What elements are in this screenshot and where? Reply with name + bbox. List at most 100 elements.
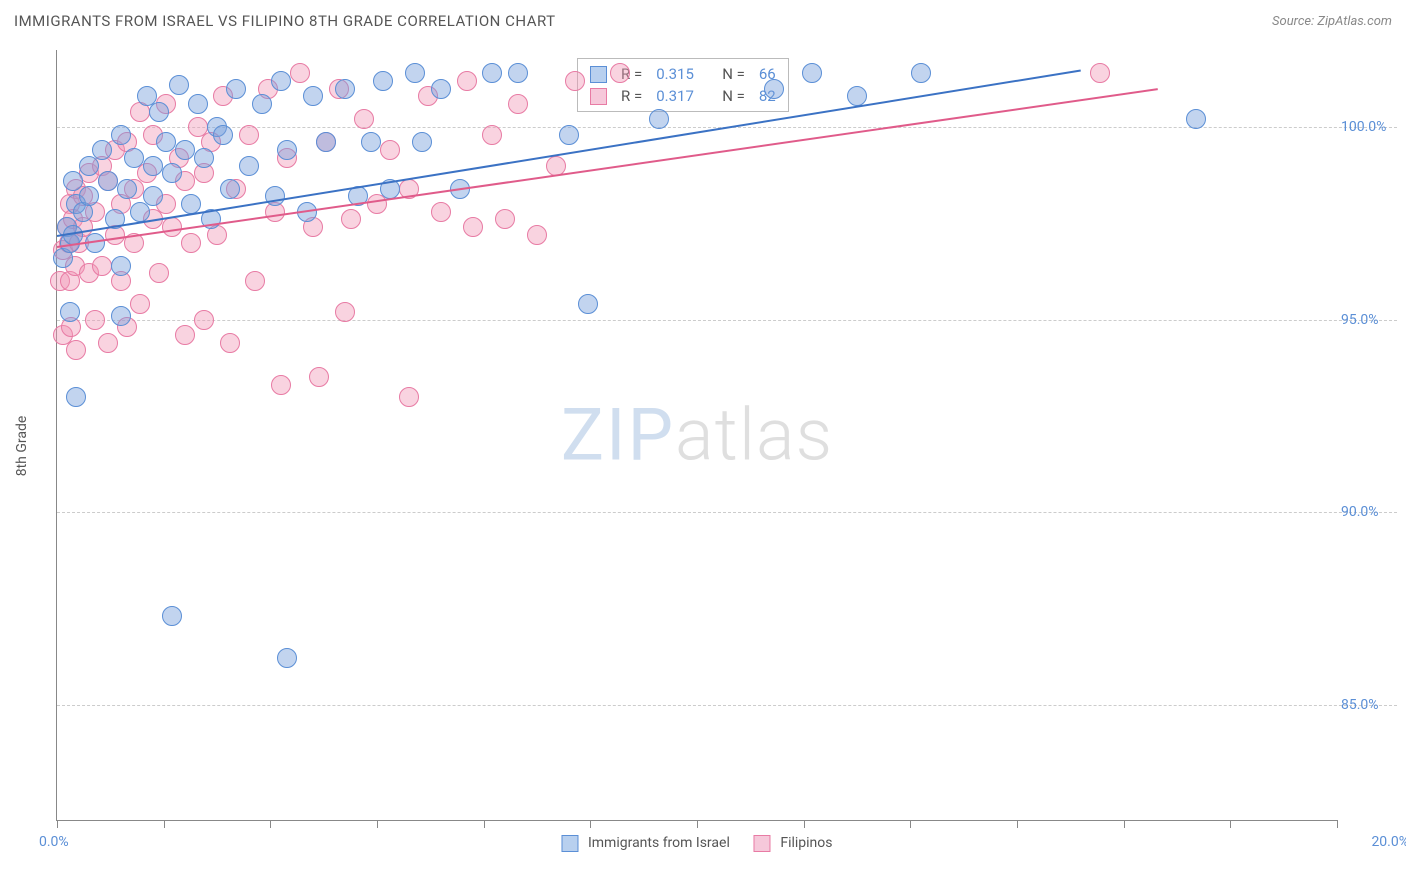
scatter-point: [98, 171, 118, 191]
x-tick: [484, 820, 485, 828]
scatter-point: [111, 125, 131, 145]
scatter-point: [149, 102, 169, 122]
scatter-point: [335, 302, 355, 322]
scatter-point: [463, 217, 483, 237]
r-label-b: R =: [621, 87, 642, 105]
swatch-b-icon: [754, 835, 771, 852]
legend-item-a: Immigrants from Israel: [561, 835, 729, 852]
legend-label-a: Immigrants from Israel: [588, 835, 730, 851]
scatter-point: [220, 333, 240, 353]
n-label-a: N =: [722, 65, 745, 83]
scatter-point: [361, 132, 381, 152]
scatter-point: [98, 333, 118, 353]
x-tick: [164, 820, 165, 828]
scatter-point: [92, 140, 112, 160]
scatter-point: [341, 209, 361, 229]
scatter-point: [309, 367, 329, 387]
scatter-point: [1090, 63, 1110, 83]
scatter-point: [431, 202, 451, 222]
scatter-point: [649, 109, 669, 129]
x-tick: [590, 820, 591, 828]
y-axis-label: 8th Grade: [14, 416, 30, 477]
scatter-point: [239, 156, 259, 176]
r-value-a: 0.315: [656, 65, 702, 83]
scatter-point: [194, 310, 214, 330]
scatter-point: [265, 186, 285, 206]
swatch-b-icon: [590, 88, 607, 105]
scatter-point: [162, 606, 182, 626]
x-tick: [1124, 820, 1125, 828]
scatter-point: [277, 140, 297, 160]
watermark: ZIPatlas: [561, 393, 833, 478]
scatter-point: [220, 179, 240, 199]
scatter-point: [66, 340, 86, 360]
x-tick: [1017, 820, 1018, 828]
scatter-point: [380, 140, 400, 160]
scatter-point: [194, 148, 214, 168]
scatter-point: [92, 256, 112, 276]
scatter-point: [226, 79, 246, 99]
scatter-point: [412, 132, 432, 152]
gridline-h: [57, 320, 1397, 321]
plot-area: ZIPatlas 0.0% 20.0% R = 0.315 N = 66 R =…: [56, 50, 1337, 821]
scatter-point: [239, 125, 259, 145]
scatter-point: [559, 125, 579, 145]
scatter-point: [495, 209, 515, 229]
scatter-point: [271, 375, 291, 395]
r-value-b: 0.317: [656, 87, 702, 105]
gridline-h: [57, 705, 1397, 706]
scatter-point: [457, 71, 477, 91]
scatter-point: [764, 79, 784, 99]
scatter-point: [124, 148, 144, 168]
scatter-point: [188, 94, 208, 114]
scatter-point: [482, 63, 502, 83]
scatter-point: [271, 71, 291, 91]
scatter-point: [162, 217, 182, 237]
x-tick: [697, 820, 698, 828]
scatter-point: [66, 387, 86, 407]
header: IMMIGRANTS FROM ISRAEL VS FILIPINO 8TH G…: [14, 12, 1392, 30]
scatter-point: [175, 325, 195, 345]
y-tick-label: 90.0%: [1341, 504, 1399, 520]
scatter-point: [527, 225, 547, 245]
scatter-point: [373, 71, 393, 91]
scatter-point: [405, 63, 425, 83]
scatter-point: [156, 132, 176, 152]
x-tick: [270, 820, 271, 828]
x-tick: [910, 820, 911, 828]
y-tick-label: 85.0%: [1341, 697, 1399, 713]
scatter-point: [143, 156, 163, 176]
x-tick-20: 20.0%: [1371, 834, 1406, 850]
legend-label-b: Filipinos: [780, 835, 832, 851]
scatter-point: [252, 94, 272, 114]
scatter-point: [117, 179, 137, 199]
scatter-point: [482, 125, 502, 145]
scatter-point: [610, 63, 630, 83]
scatter-point: [111, 256, 131, 276]
scatter-point: [79, 186, 99, 206]
scatter-point: [169, 75, 189, 95]
legend-bottom: Immigrants from Israel Filipinos: [561, 835, 832, 852]
x-tick-0: 0.0%: [39, 834, 69, 850]
scatter-point: [303, 86, 323, 106]
x-tick: [804, 820, 805, 828]
scatter-point: [316, 132, 336, 152]
scatter-point: [63, 171, 83, 191]
scatter-point: [85, 310, 105, 330]
scatter-point: [290, 63, 310, 83]
scatter-point: [111, 306, 131, 326]
stats-row-b: R = 0.317 N = 82: [578, 85, 788, 107]
x-tick: [57, 820, 58, 828]
x-tick: [377, 820, 378, 828]
scatter-point: [508, 63, 528, 83]
scatter-point: [277, 648, 297, 668]
swatch-a-icon: [561, 835, 578, 852]
scatter-point: [911, 63, 931, 83]
scatter-point: [847, 86, 867, 106]
source-label: Source: ZipAtlas.com: [1272, 14, 1392, 29]
swatch-a-icon: [590, 66, 607, 83]
scatter-point: [60, 302, 80, 322]
legend-item-b: Filipinos: [754, 835, 833, 852]
scatter-point: [245, 271, 265, 291]
scatter-point: [431, 79, 451, 99]
